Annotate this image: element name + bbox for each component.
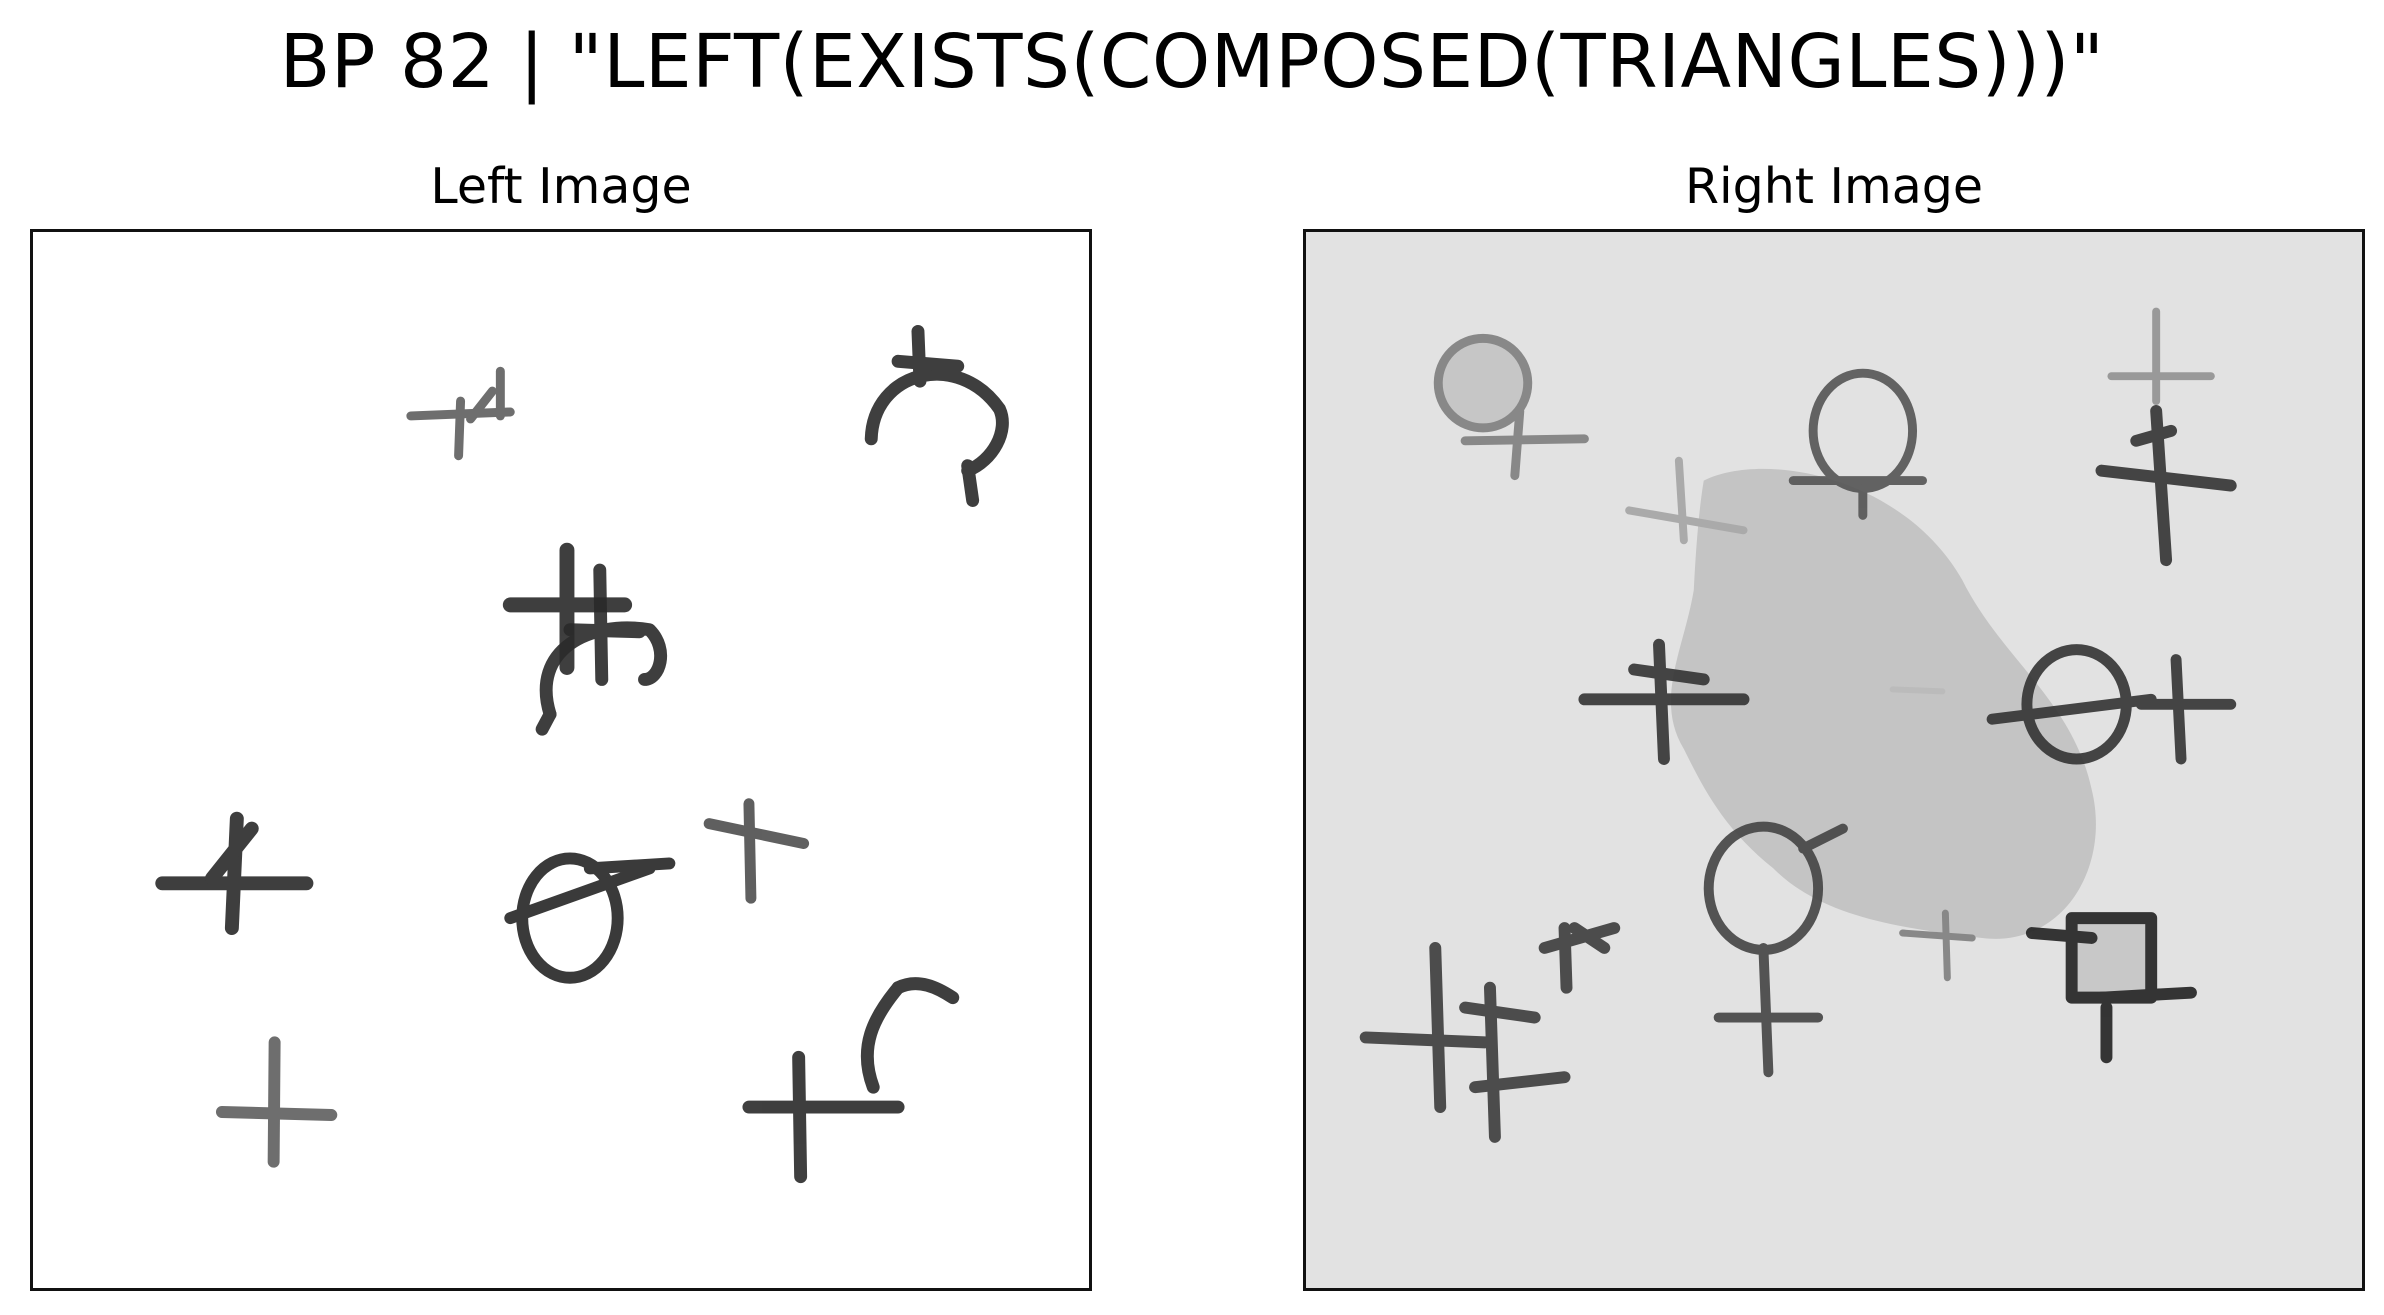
sketch-circle-middle-right: [1986, 644, 2237, 765]
sketch-plus-left: [155, 811, 314, 936]
sketch-plus-middle: [502, 542, 633, 675]
sketch-plus-dark-top-right: [2095, 405, 2237, 567]
sketch-square-bottom-right: [2025, 912, 2197, 1064]
sketch-cross-small-top: [406, 366, 515, 461]
figure-title: BP 82 | "LEFT(EXISTS(COMPOSED(TRIANGLES)…: [279, 19, 2105, 105]
sketch-plus-small-center: [703, 798, 810, 904]
sketch-cross-small-faint: [1899, 909, 1976, 982]
sketch-plus-bottom-left: [215, 1036, 338, 1168]
sketch-cross-faint-top: [1625, 456, 1748, 545]
right-image-title: Right Image: [1684, 158, 1984, 215]
sketch-circle-lower-center: [1703, 821, 1848, 1078]
sketch-circle-top-left: [1433, 333, 1589, 481]
right-image-drawing: [1359, 307, 2237, 1143]
sketch-arch-cross-middle: [535, 563, 667, 736]
left-image-drawing: [155, 324, 1009, 1184]
sketch-arch-top-right: [864, 324, 1009, 507]
sketch-cross-top-right: [2107, 307, 2215, 406]
sketch-plus-middle-left: [1578, 638, 1750, 765]
sketch-circle-center: [504, 852, 676, 984]
background-blob: [1670, 468, 2096, 939]
sketch-dash-faint-center: [1889, 686, 1946, 695]
right-image-panel: [1303, 229, 2365, 1291]
left-image-panel: [30, 229, 1092, 1291]
sketch-plus-hook-bottom-right: [742, 977, 960, 1184]
left-image-title: Left Image: [430, 158, 692, 215]
sketch-cluster-bottom-left: [1359, 922, 1621, 1143]
sketch-circle-top-middle: [1788, 368, 1927, 520]
